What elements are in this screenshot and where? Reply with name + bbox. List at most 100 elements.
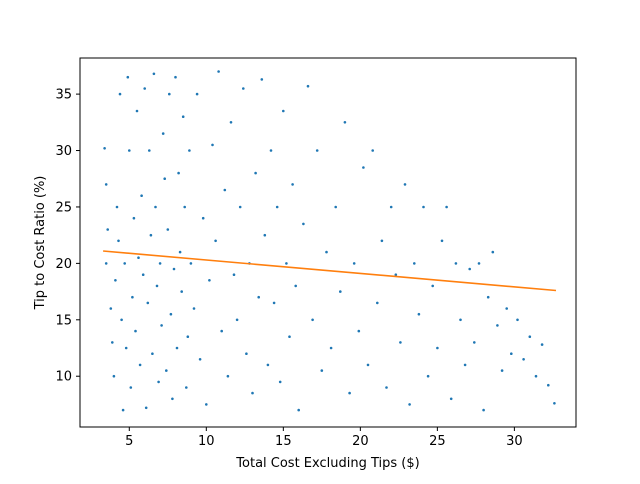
scatter-point bbox=[272, 301, 276, 305]
x-tick-label: 25 bbox=[429, 434, 446, 449]
scatter-point bbox=[463, 363, 467, 367]
x-tick-label: 20 bbox=[352, 434, 369, 449]
scatter-point bbox=[132, 216, 136, 220]
scatter-point bbox=[254, 171, 257, 175]
scatter-point bbox=[362, 166, 365, 169]
scatter-point bbox=[275, 205, 279, 209]
scatter-point bbox=[131, 295, 134, 299]
scatter-point bbox=[343, 121, 347, 124]
y-tick-label: 25 bbox=[55, 200, 72, 215]
scatter-point bbox=[175, 346, 179, 350]
scatter-point bbox=[245, 352, 248, 356]
scatter-point bbox=[385, 386, 388, 389]
scatter-point bbox=[408, 403, 411, 406]
scatter-point bbox=[223, 188, 227, 192]
x-axis-label: Total Cost Excluding Tips ($) bbox=[235, 456, 419, 471]
scatter-point bbox=[266, 363, 270, 367]
scatter-point bbox=[226, 374, 230, 378]
scatter-point bbox=[169, 312, 173, 316]
scatter-point bbox=[315, 149, 319, 152]
scatter-point bbox=[282, 109, 285, 113]
scatter-point bbox=[436, 346, 439, 350]
scatter-point bbox=[126, 75, 130, 79]
scatter-point bbox=[269, 149, 273, 152]
scatter-point bbox=[417, 312, 421, 316]
scatter-point bbox=[352, 262, 356, 265]
scatter-point bbox=[220, 329, 223, 333]
scatter-point bbox=[144, 406, 148, 410]
scatter-point bbox=[146, 301, 150, 305]
y-tick-label: 30 bbox=[55, 144, 72, 159]
x-tick-label: 30 bbox=[506, 434, 523, 449]
scatter-point bbox=[311, 318, 314, 322]
scatter-point bbox=[174, 75, 177, 79]
scatter-point bbox=[238, 205, 242, 209]
scatter-point bbox=[214, 239, 217, 243]
scatter-point bbox=[422, 205, 425, 209]
scatter-point bbox=[394, 273, 398, 277]
scatter-point bbox=[181, 115, 185, 118]
scatter-point bbox=[124, 346, 128, 350]
scatter-point bbox=[163, 177, 166, 180]
x-tick-label: 10 bbox=[198, 434, 215, 449]
scatter-point bbox=[186, 335, 190, 339]
scatter-point bbox=[149, 233, 153, 237]
scatter-point bbox=[118, 92, 122, 96]
scatter-point bbox=[183, 205, 186, 209]
trend-line-layer bbox=[103, 250, 557, 292]
scatter-point bbox=[505, 307, 509, 310]
scatter-point bbox=[165, 369, 168, 372]
plot-frame bbox=[79, 57, 577, 428]
scatter-point bbox=[242, 87, 245, 90]
scatter-point bbox=[114, 279, 117, 282]
scatter-point bbox=[128, 149, 131, 152]
scatter-point bbox=[325, 250, 328, 254]
scatter-point bbox=[151, 352, 154, 356]
scatter-point bbox=[189, 262, 193, 265]
scatter-point bbox=[278, 380, 282, 384]
scatter-point bbox=[302, 222, 305, 226]
scatter-point bbox=[192, 307, 196, 310]
scatter-point bbox=[123, 262, 126, 265]
scatter-point bbox=[440, 239, 444, 243]
scatter-point bbox=[473, 341, 476, 344]
scatter-point bbox=[232, 273, 236, 277]
scatter-point bbox=[288, 335, 291, 339]
scatter-point bbox=[121, 408, 125, 412]
scatter-point bbox=[516, 318, 519, 322]
y-tick-label: 15 bbox=[55, 313, 72, 328]
scatter-point bbox=[357, 329, 361, 333]
scatter-point bbox=[459, 318, 462, 322]
scatter-point bbox=[134, 329, 137, 333]
scatter-point bbox=[306, 84, 310, 88]
scatter-point bbox=[148, 149, 151, 152]
y-tick-label: 35 bbox=[55, 88, 72, 103]
scatter-point bbox=[528, 335, 532, 339]
scatter-point bbox=[195, 92, 199, 96]
scatter-point bbox=[154, 205, 157, 209]
scatter-point bbox=[449, 397, 453, 401]
scatter-point bbox=[208, 279, 211, 282]
scatter-point bbox=[217, 70, 220, 73]
scatter-point bbox=[366, 363, 370, 367]
scatter-point bbox=[155, 284, 159, 288]
scatter-point bbox=[168, 92, 171, 96]
y-tick-label: 10 bbox=[55, 370, 72, 385]
scatter-point bbox=[482, 408, 485, 412]
scatter-point bbox=[172, 267, 176, 271]
scatter-point bbox=[260, 78, 264, 81]
scatter-point bbox=[510, 352, 513, 356]
scatter-point bbox=[235, 318, 239, 322]
scatter-point bbox=[468, 267, 472, 271]
scatter-point bbox=[137, 256, 140, 260]
scatter-point bbox=[211, 143, 214, 147]
scatter-point bbox=[157, 380, 160, 384]
scatter-point bbox=[178, 250, 182, 254]
scatter-point bbox=[138, 363, 142, 367]
scatter-point bbox=[251, 391, 254, 395]
scatter-point bbox=[413, 262, 416, 265]
scatter-point bbox=[380, 239, 384, 243]
axes: 5 10 15 20 25 30 10 15 20 25 30 35 bbox=[55, 57, 577, 449]
scatter-point bbox=[348, 391, 351, 395]
